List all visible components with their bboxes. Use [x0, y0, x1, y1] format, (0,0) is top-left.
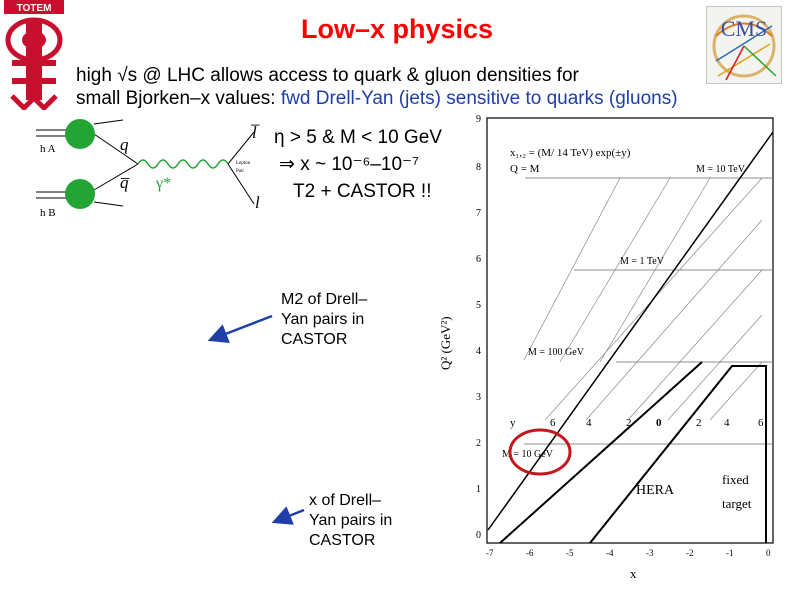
- fixed-target-boundary: [589, 365, 767, 544]
- process-small-text-2: Pair: [236, 169, 244, 174]
- y-tick-2: 2: [476, 438, 481, 449]
- m2-note-line-2: Yan pairs in: [281, 311, 365, 328]
- y-tick-6: 6: [476, 254, 481, 265]
- rapidity-tick-2: 2: [626, 417, 632, 429]
- highlight-circle: [508, 428, 572, 476]
- process-small-text-1: Lepton: [236, 161, 251, 166]
- slide-title: Low–x physics: [300, 14, 494, 44]
- intro-line-2: small Bjorken–x values: fwd Drell-Yan (j…: [76, 87, 678, 110]
- quark-label: q: [120, 135, 129, 154]
- x-tick-m1: -1: [726, 548, 734, 558]
- antiquark-label: q̅: [120, 173, 130, 192]
- m2-arrow: [207, 314, 273, 344]
- x-tick-0: 0: [766, 548, 771, 558]
- totem-logo-text: TOTEM: [17, 3, 52, 14]
- x-tick-m7: -7: [486, 548, 494, 558]
- x-tick-m2: -2: [686, 548, 694, 558]
- intro-line-1: high √s @ LHC allows access to quark & g…: [76, 65, 579, 86]
- y-tick-0: 0: [476, 530, 481, 541]
- cuts-line-2: ⇒ x ~ 10⁻⁶–10⁻⁷: [279, 154, 419, 175]
- y-tick-5: 5: [476, 300, 481, 311]
- rapidity-tick-1: 4: [586, 417, 592, 429]
- intro-line-2-highlight: fwd Drell-Yan (jets) sensitive to quarks…: [280, 88, 678, 109]
- cuts-line-1: η > 5 & M < 10 GeV: [274, 127, 442, 148]
- m2-note-line-1: M2 of Drell–: [281, 291, 368, 308]
- cms-logo-text: CMS: [721, 16, 767, 41]
- antilepton-label: l̅: [251, 123, 261, 142]
- rapidity-tick-5: 4: [724, 417, 730, 429]
- y-tick-1: 1: [476, 484, 481, 495]
- intro-line-2-plain: small Bjorken–x values:: [76, 88, 281, 109]
- x-tick-m6: -6: [526, 548, 534, 558]
- cuts-line-3: T2 + CASTOR !!: [293, 181, 432, 202]
- hadron-a-label: h A: [40, 143, 56, 155]
- kinematic-plane-plot: 9 8 7 6 5 4 3 2 1 0 -7 -6 -5 -4 -3 -2 -1…: [438, 110, 780, 588]
- mass-lines: [524, 177, 773, 445]
- x-tick-m5: -5: [566, 548, 574, 558]
- x-tick-m4: -4: [606, 548, 614, 558]
- x-axis-label: x: [630, 566, 637, 581]
- y-tick-3: 3: [476, 392, 481, 403]
- fixed-target-label-1: fixed: [722, 472, 749, 487]
- kinematic-limit: [487, 131, 774, 531]
- rapidity-tick-4: 2: [696, 417, 702, 429]
- x-note-line-2: Yan pairs in: [309, 512, 393, 529]
- m2-note: M2 of Drell– Yan pairs in CASTOR: [281, 290, 367, 350]
- lepton-label: l: [255, 193, 260, 212]
- rapidity-tick-3: 0: [656, 417, 662, 429]
- x-note-line-3: CASTOR: [309, 532, 376, 549]
- drell-yan-feynman-diagram: h A h B q q̅ γ* Lepton Pair l̅ l: [28, 112, 278, 222]
- x-note: x of Drell– Yan pairs in CASTOR: [309, 491, 392, 551]
- hera-label: HERA: [636, 483, 675, 498]
- plot-frame: [486, 117, 774, 544]
- rapidity-tick-0: 6: [550, 417, 556, 429]
- x-tick-m3: -3: [646, 548, 654, 558]
- y-axis-ticks: 9 8 7 6 5 4 3 2 1 0: [476, 114, 481, 541]
- label-m-10gev: M = 10 GeV: [502, 449, 554, 460]
- fixed-target-label-2: target: [722, 496, 752, 511]
- rapidity-label: y: [510, 417, 516, 429]
- rapidity-ticks: 6 4 2 0 2 4 6: [550, 417, 764, 429]
- x-arrow: [271, 506, 305, 525]
- plot-formula: x₁,₂ = (M/ 14 TeV) exp(±y): [510, 147, 631, 159]
- intro-text: high √s @ LHC allows access to quark & g…: [76, 64, 678, 110]
- y-tick-9: 9: [476, 114, 481, 125]
- cms-logo: CMS: [705, 5, 783, 85]
- rapidity-lines: [523, 177, 763, 421]
- kinematic-cuts: η > 5 & M < 10 GeV ⇒ x ~ 10⁻⁶–10⁻⁷ T2 + …: [274, 124, 442, 205]
- rapidity-tick-6: 6: [758, 417, 764, 429]
- y-axis-label: Q² (GeV²): [440, 316, 453, 370]
- hadron-b-label: h B: [40, 207, 56, 219]
- label-m-10tev: M = 10 TeV: [696, 164, 746, 175]
- x-note-line-1: x of Drell–: [309, 492, 382, 509]
- y-tick-8: 8: [476, 162, 481, 173]
- plot-q-definition: Q = M: [510, 163, 540, 175]
- label-m-1tev: M = 1 TeV: [620, 256, 665, 267]
- virtual-photon-label: γ*: [155, 175, 171, 192]
- totem-logo: TOTEM: [4, 0, 64, 112]
- hera-boundary-diag: [499, 361, 703, 544]
- y-tick-4: 4: [476, 346, 481, 357]
- label-m-100gev: M = 100 GeV: [528, 347, 585, 358]
- y-tick-7: 7: [476, 208, 481, 219]
- m2-note-line-3: CASTOR: [281, 331, 348, 348]
- x-axis-ticks: -7 -6 -5 -4 -3 -2 -1 0: [486, 548, 771, 558]
